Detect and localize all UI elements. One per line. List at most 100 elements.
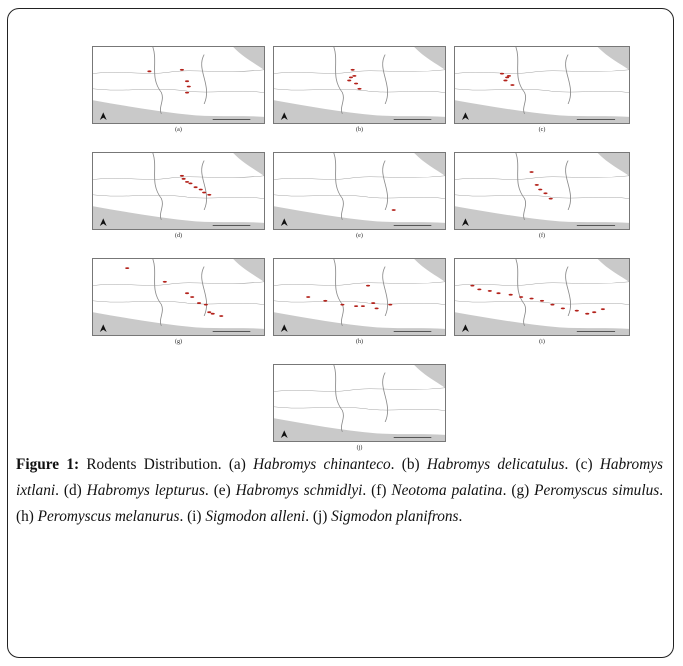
- state-border: [93, 194, 264, 199]
- state-border: [565, 160, 572, 211]
- state-border: [455, 175, 629, 180]
- state-border: [274, 406, 445, 411]
- state-border: [333, 259, 344, 326]
- occurrence-point: [560, 307, 565, 310]
- north-arrow-icon: [461, 112, 469, 120]
- occurrence-point: [391, 209, 396, 211]
- state-border: [515, 47, 527, 114]
- state-border: [565, 54, 572, 105]
- sea-area: [455, 312, 629, 335]
- occurrence-point: [360, 305, 365, 308]
- occurrence-point: [348, 76, 354, 79]
- state-border: [333, 365, 344, 432]
- occurrence-point: [162, 280, 167, 283]
- occurrence-point: [306, 296, 311, 298]
- distribution-map: [273, 152, 446, 230]
- caption-tag-g: . (g): [502, 482, 535, 500]
- gulf-area: [233, 153, 264, 176]
- panel-h: (h): [273, 258, 446, 350]
- occurrence-point: [477, 288, 482, 291]
- sea-area: [93, 206, 264, 229]
- occurrence-point: [202, 191, 207, 194]
- north-arrow-icon: [461, 218, 469, 226]
- occurrence-point: [487, 290, 492, 292]
- gulf-area: [597, 153, 629, 176]
- state-border: [382, 54, 389, 105]
- panel-d: (d): [92, 152, 265, 244]
- state-border: [93, 88, 264, 93]
- scale-bar: [212, 119, 251, 120]
- occurrence-point: [357, 87, 362, 90]
- distribution-map: [454, 152, 630, 230]
- sea-area: [274, 206, 445, 229]
- state-border: [382, 160, 389, 211]
- occurrence-point: [365, 284, 371, 287]
- occurrence-point: [188, 182, 193, 185]
- state-border: [201, 266, 208, 317]
- caption-species-c: Habromys ixtlani: [16, 456, 663, 500]
- state-border: [274, 194, 445, 199]
- state-border: [274, 69, 445, 74]
- panel-label: (a): [175, 127, 182, 133]
- north-arrow-icon: [280, 430, 288, 438]
- panel-label: (c): [538, 127, 546, 133]
- occurrence-point: [585, 312, 590, 315]
- state-border: [565, 266, 572, 317]
- caption-tag-j: . (j): [305, 508, 332, 526]
- panel-label: (d): [175, 233, 182, 239]
- occurrence-point: [499, 72, 505, 75]
- caption-species-e: Habromys schmidlyi: [235, 482, 363, 500]
- distribution-map: [454, 46, 630, 124]
- state-border: [274, 300, 445, 305]
- occurrence-point: [186, 85, 191, 88]
- gulf-area: [414, 259, 445, 282]
- state-border: [455, 88, 629, 93]
- gulf-area: [414, 365, 445, 388]
- caption-tag-h: . (h): [16, 482, 664, 526]
- caption-species-j: Sigmodon planifrons: [331, 508, 459, 526]
- sea-area: [274, 312, 445, 335]
- state-border: [93, 69, 264, 74]
- state-border: [382, 372, 389, 423]
- panel-g: (g): [92, 258, 265, 350]
- occurrence-point: [184, 91, 190, 94]
- caption-tag-f: . (f): [362, 482, 392, 500]
- occurrence-point: [550, 303, 555, 306]
- panel-f: (f): [454, 152, 630, 244]
- occurrence-point: [190, 296, 195, 298]
- gulf-area: [233, 259, 264, 282]
- occurrence-point: [350, 68, 355, 71]
- sea-area: [274, 418, 445, 441]
- panel-label: (f): [539, 233, 545, 239]
- scale-bar: [576, 119, 616, 120]
- caption-tag-e: . (e): [204, 482, 236, 500]
- state-border: [152, 47, 163, 114]
- gulf-area: [597, 47, 629, 70]
- distribution-map: [454, 258, 630, 336]
- caption-end: .: [458, 508, 463, 526]
- caption-species-h: Peromyscus melanurus: [37, 508, 180, 526]
- sea-area: [455, 100, 629, 123]
- occurrence-point: [181, 177, 186, 180]
- state-border: [333, 47, 344, 114]
- scale-bar: [393, 437, 432, 438]
- scale-bar: [576, 331, 616, 332]
- state-border: [93, 281, 264, 286]
- occurrence-point: [506, 74, 512, 77]
- state-border: [274, 387, 445, 392]
- occurrence-point: [207, 193, 212, 196]
- state-border: [274, 88, 445, 93]
- state-border: [201, 160, 208, 211]
- occurrence-point: [323, 299, 328, 302]
- caption-tag-a: (a): [221, 456, 254, 474]
- sea-area: [93, 100, 264, 123]
- caption-species-d: Habromys lepturus: [86, 482, 205, 500]
- scale-bar: [212, 225, 251, 226]
- state-border: [93, 300, 264, 305]
- occurrence-point: [210, 312, 215, 315]
- occurrence-point: [125, 267, 130, 270]
- panel-label: (b): [356, 127, 363, 133]
- occurrence-point: [534, 184, 539, 186]
- state-border: [455, 281, 629, 286]
- occurrence-point: [219, 315, 224, 317]
